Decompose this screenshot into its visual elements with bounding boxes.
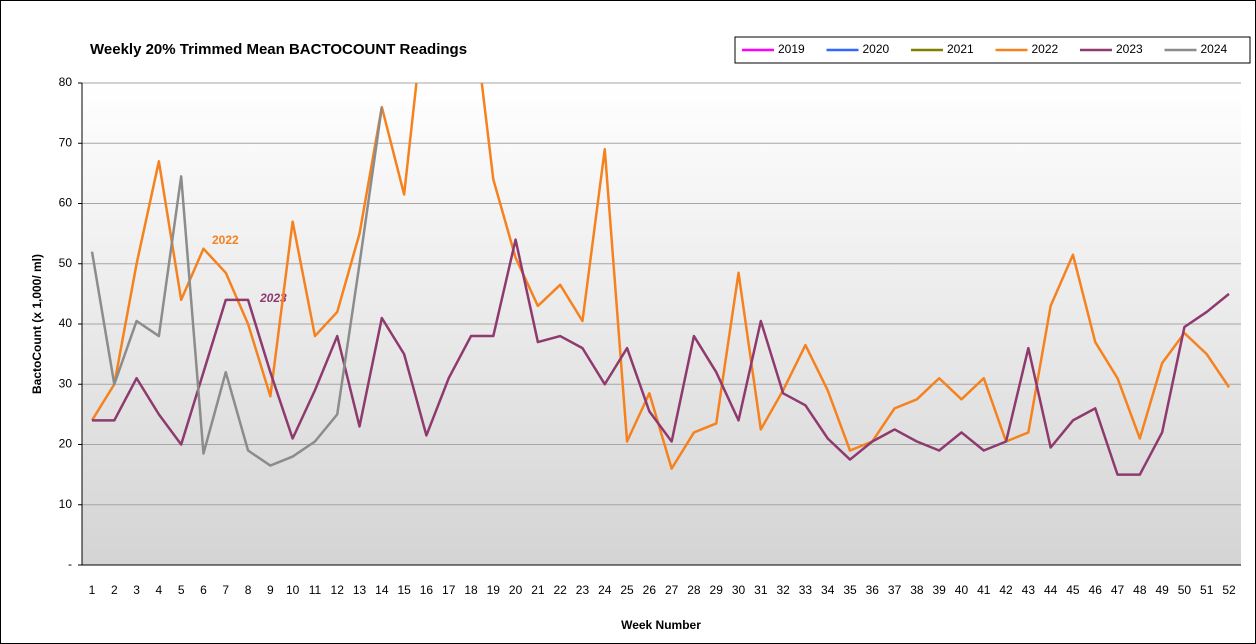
x-tick-label: 6 bbox=[200, 583, 207, 597]
x-tick-label: 21 bbox=[531, 583, 545, 597]
x-tick-label: 52 bbox=[1222, 583, 1236, 597]
x-tick-label: 12 bbox=[331, 583, 345, 597]
y-tick-label: - bbox=[68, 557, 72, 571]
x-tick-label: 25 bbox=[620, 583, 634, 597]
x-tick-label: 38 bbox=[910, 583, 924, 597]
legend-label: 2022 bbox=[1032, 42, 1059, 56]
x-tick-label: 50 bbox=[1178, 583, 1192, 597]
y-tick-label: 40 bbox=[59, 316, 73, 330]
y-tick-label: 60 bbox=[59, 196, 73, 210]
annotation: 2023 bbox=[259, 291, 287, 305]
legend-label: 2024 bbox=[1201, 42, 1228, 56]
x-tick-label: 47 bbox=[1111, 583, 1125, 597]
legend bbox=[734, 36, 1251, 64]
x-tick-label: 40 bbox=[955, 583, 969, 597]
y-tick-label: 50 bbox=[59, 256, 73, 270]
x-tick-label: 28 bbox=[687, 583, 701, 597]
x-tick-label: 30 bbox=[732, 583, 746, 597]
x-tick-label: 39 bbox=[932, 583, 946, 597]
x-tick-label: 44 bbox=[1044, 583, 1058, 597]
x-tick-label: 4 bbox=[156, 583, 163, 597]
x-tick-label: 42 bbox=[999, 583, 1013, 597]
legend-label: 2019 bbox=[778, 42, 805, 56]
x-tick-label: 7 bbox=[222, 583, 229, 597]
x-tick-label: 18 bbox=[464, 583, 478, 597]
y-axis-label: BactoCount (x 1,000/ ml) bbox=[30, 254, 44, 394]
data-line bbox=[90, 106, 384, 467]
x-tick-label: 32 bbox=[776, 583, 790, 597]
x-tick-label: 8 bbox=[245, 583, 252, 597]
x-tick-label: 10 bbox=[286, 583, 300, 597]
x-tick-label: 11 bbox=[309, 583, 322, 597]
x-axis-label: Week Number bbox=[621, 618, 701, 632]
legend-label: 2021 bbox=[947, 42, 974, 56]
x-tick-label: 17 bbox=[442, 583, 456, 597]
x-tick-label: 13 bbox=[353, 583, 367, 597]
x-tick-label: 22 bbox=[553, 583, 567, 597]
x-tick-label: 45 bbox=[1066, 583, 1080, 597]
x-tick-label: 31 bbox=[754, 583, 768, 597]
x-tick-label: 33 bbox=[799, 583, 813, 597]
x-tick-label: 37 bbox=[888, 583, 902, 597]
x-tick-label: 29 bbox=[710, 583, 724, 597]
x-tick-label: 41 bbox=[977, 583, 991, 597]
legend-label: 2020 bbox=[863, 42, 890, 56]
x-tick-label: 24 bbox=[598, 583, 612, 597]
annotation: 2022 bbox=[212, 233, 239, 247]
x-tick-label: 14 bbox=[375, 583, 389, 597]
y-tick-label: 80 bbox=[59, 75, 73, 89]
x-tick-label: 20 bbox=[509, 583, 523, 597]
y-tick-label: 70 bbox=[59, 135, 73, 149]
legend-label: 2023 bbox=[1116, 42, 1143, 56]
x-tick-label: 46 bbox=[1089, 583, 1103, 597]
x-tick-label: 43 bbox=[1022, 583, 1036, 597]
plot-lines bbox=[90, 83, 1231, 476]
x-tick-label: 5 bbox=[178, 583, 185, 597]
x-tick-label: 26 bbox=[643, 583, 657, 597]
data-line bbox=[92, 238, 1230, 476]
x-tick-label: 3 bbox=[133, 583, 140, 597]
x-tick-label: 34 bbox=[821, 583, 835, 597]
x-tick-label: 16 bbox=[420, 583, 434, 597]
x-tick-label: 35 bbox=[843, 583, 857, 597]
x-tick-label: 9 bbox=[267, 583, 274, 597]
x-tick-label: 1 bbox=[89, 583, 96, 597]
x-tick-label: 36 bbox=[866, 583, 880, 597]
x-tick-label: 19 bbox=[487, 583, 501, 597]
data-line bbox=[90, 83, 1231, 470]
x-tick-label: 27 bbox=[665, 583, 679, 597]
x-tick-label: 2 bbox=[111, 583, 118, 597]
y-tick-label: 30 bbox=[59, 376, 73, 390]
x-tick-label: 49 bbox=[1155, 583, 1169, 597]
x-tick-label: 23 bbox=[576, 583, 590, 597]
x-tick-label: 48 bbox=[1133, 583, 1147, 597]
y-tick-label: 20 bbox=[59, 437, 73, 451]
y-tick-label: 10 bbox=[59, 497, 73, 511]
x-tick-label: 15 bbox=[397, 583, 411, 597]
x-tick-label: 51 bbox=[1200, 583, 1214, 597]
chart-title: Weekly 20% Trimmed Mean BACTOCOUNT Readi… bbox=[90, 41, 467, 58]
